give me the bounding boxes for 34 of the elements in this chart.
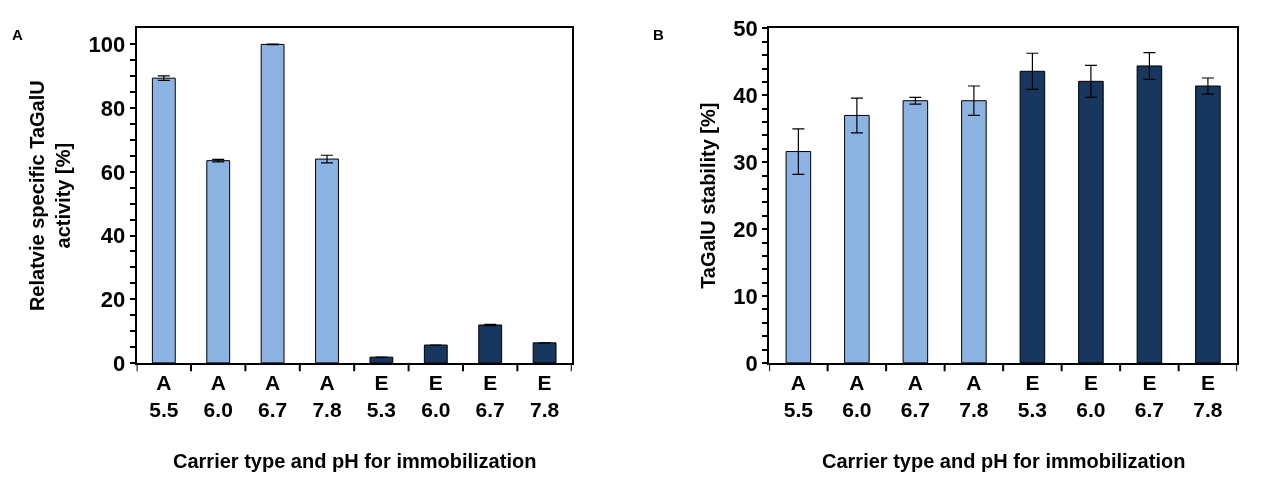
x-tick-label: A 5.5 (149, 371, 179, 422)
y-tick-label: 10 (733, 283, 758, 309)
y-tick-label: 40 (733, 83, 758, 109)
x-axis-title: Carrier type and pH for immobilization (822, 450, 1186, 472)
chart-title: B (653, 26, 664, 43)
x-tick-label: A 6.0 (203, 371, 233, 422)
x-tick-label: A 7.8 (312, 371, 342, 422)
y-tick-label: 100 (88, 32, 126, 58)
x-tick-label: E 7.8 (529, 371, 560, 422)
y-tick-label: 40 (100, 223, 126, 249)
x-tick-label: E 6.0 (1076, 371, 1106, 422)
x-tick-label: A 6.0 (842, 371, 872, 422)
x-tick-label: A 5.5 (783, 371, 814, 422)
y-axis-title: TaGalU stability [%] (697, 102, 720, 289)
x-tick-label: E 6.7 (1134, 371, 1165, 422)
y-tick-label: 50 (733, 16, 758, 42)
y-tick-label: 20 (100, 286, 126, 312)
x-tick-label: A 6.7 (900, 371, 930, 422)
x-tick-label: A 6.7 (258, 371, 288, 422)
x-tick-label: A 7.8 (959, 371, 989, 422)
x-tick-label: E 5.3 (366, 371, 396, 422)
x-tick-label: E 7.8 (1193, 371, 1223, 422)
y-tick-label: 20 (733, 216, 758, 242)
y-tick-label: 60 (100, 159, 126, 185)
x-tick-label: E 5.3 (1017, 371, 1047, 422)
y-axis-title: Relatvie specific TaGalU activity [%] (26, 80, 75, 312)
x-tick-label: E 6.7 (475, 371, 505, 422)
x-tick-label: E 6.0 (421, 371, 451, 422)
y-tick-label: 30 (733, 149, 758, 175)
y-tick-label: 0 (745, 350, 758, 376)
x-axis-title: Carrier type and pH for immobilization (173, 450, 537, 472)
chart-title: A (12, 26, 23, 43)
y-tick-label: 80 (100, 95, 126, 121)
y-tick-label: 0 (112, 350, 126, 376)
